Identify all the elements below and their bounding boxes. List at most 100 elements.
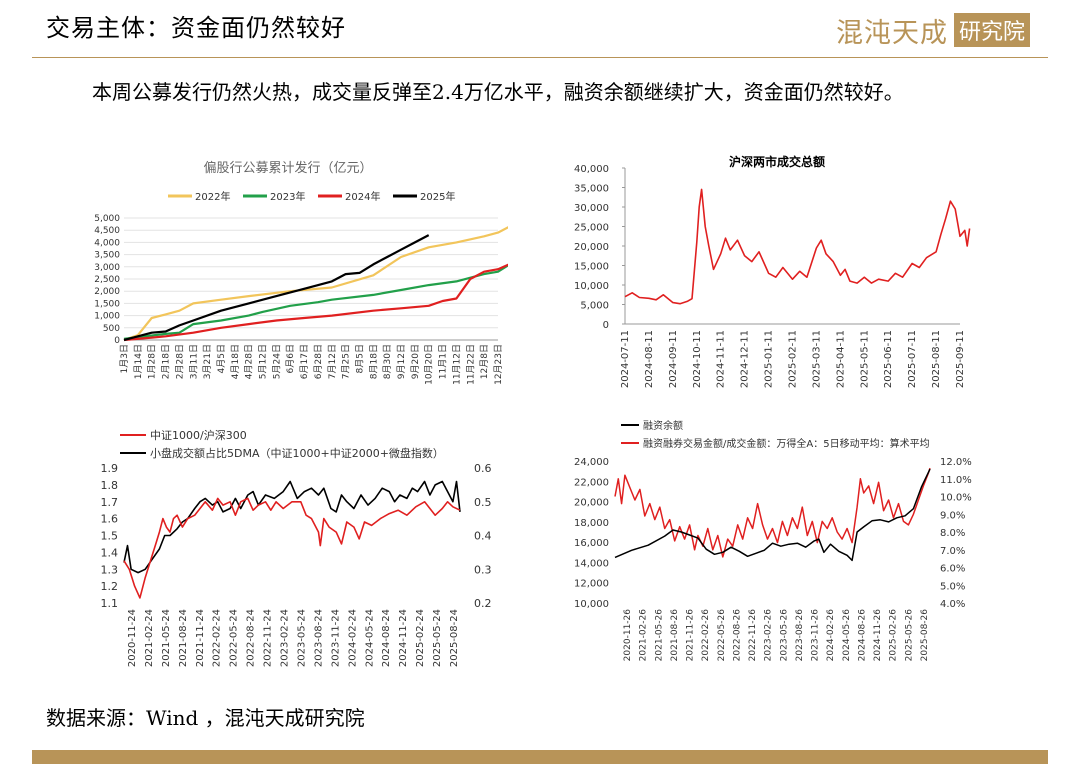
page-title: 交易主体：资金面仍然较好 <box>46 14 346 42</box>
y-left-tick-label: 14,000 <box>574 558 609 569</box>
x-tick-label: 2024-10-11 <box>692 330 703 388</box>
y-tick-label: 1,500 <box>94 299 120 309</box>
x-tick-label: 2021-02-24 <box>144 609 155 667</box>
y-right-tick-label: 0.2 <box>474 597 492 610</box>
x-tick-label: 2023-11-24 <box>330 609 341 667</box>
y-tick-label: 4,500 <box>94 226 120 236</box>
legend-label: 小盘成交额占比5DMA（中证1000+中证2000+微盘指数） <box>150 446 444 460</box>
x-tick-label: 2024-02-24 <box>347 609 358 667</box>
x-tick-label: 2025-07-11 <box>907 330 918 388</box>
x-tick-label: 2021-08-26 <box>670 609 680 662</box>
x-tick-label: 2023-02-26 <box>764 609 774 662</box>
series-line <box>123 480 461 574</box>
x-tick-label: 2025-08-26 <box>920 609 930 662</box>
x-tick-label: 2025-03-11 <box>811 330 822 388</box>
y-tick-label: 1,000 <box>94 312 120 322</box>
x-tick-label: 2月18日 <box>161 344 172 379</box>
series-line <box>123 497 461 599</box>
x-tick-label: 2024-11-11 <box>716 330 727 388</box>
legend-label: 2025年 <box>420 190 455 203</box>
x-tick-label: 3月21日 <box>202 344 213 379</box>
x-tick-label: 2020-11-26 <box>623 609 633 662</box>
x-tick-label: 9月20日 <box>410 344 421 379</box>
x-tick-label: 2024-05-26 <box>842 609 852 662</box>
y-left-tick-label: 1.7 <box>101 496 119 509</box>
x-tick-label: 3月11日 <box>188 344 199 379</box>
x-tick-label: 2024-07-11 <box>620 330 631 388</box>
y-right-tick-label: 0.3 <box>474 563 492 576</box>
y-tick-label: 0 <box>603 320 609 331</box>
x-tick-label: 12月23日 <box>493 344 504 385</box>
y-left-tick-label: 10,000 <box>574 599 609 610</box>
x-tick-label: 2025-02-11 <box>788 330 799 388</box>
x-tick-label: 2023-02-24 <box>280 609 291 667</box>
legend-label: 2022年 <box>195 190 230 203</box>
x-tick-label: 2023-08-26 <box>795 609 805 662</box>
y-right-tick-label: 7.0% <box>940 546 965 557</box>
y-tick-label: 3,000 <box>94 263 120 273</box>
y-tick-label: 40,000 <box>574 164 609 175</box>
x-tick-label: 2025-08-11 <box>931 330 942 388</box>
y-left-tick-label: 18,000 <box>574 518 609 529</box>
x-tick-label: 8月18日 <box>368 344 379 379</box>
x-tick-label: 2025-05-11 <box>859 330 870 388</box>
logo-box-text: 研究院 <box>953 13 1030 47</box>
y-right-tick-label: 8.0% <box>940 528 965 539</box>
legend-label: 2023年 <box>270 190 305 203</box>
x-tick-label: 2025-06-11 <box>883 330 894 388</box>
x-tick-label: 8月5日 <box>354 344 365 373</box>
y-left-tick-label: 1.8 <box>101 479 119 492</box>
series-line <box>624 188 971 305</box>
series-line <box>123 226 508 342</box>
y-tick-label: 3,500 <box>94 251 120 261</box>
x-tick-label: 2025-05-26 <box>904 609 914 662</box>
y-left-tick-label: 1.6 <box>101 513 119 526</box>
x-tick-label: 2024-08-24 <box>381 609 392 667</box>
x-tick-label: 2025-08-24 <box>449 609 460 667</box>
y-right-tick-label: 6.0% <box>940 564 965 575</box>
y-left-tick-label: 1.3 <box>101 563 119 576</box>
x-tick-label: 6月6日 <box>285 344 296 373</box>
y-tick-label: 10,000 <box>574 281 609 292</box>
x-tick-label: 2021-11-24 <box>195 609 206 667</box>
legend-label: 融资融券交易金额/成交金额：万得全A：5日移动平均：算术平均 <box>643 437 930 450</box>
x-tick-label: 9月12日 <box>396 344 407 379</box>
x-tick-label: 2025-04-11 <box>835 330 846 388</box>
series-line <box>123 264 508 340</box>
y-tick-label: 20,000 <box>574 242 609 253</box>
x-tick-label: 2022-08-24 <box>246 609 257 667</box>
x-tick-label: 2023-11-26 <box>811 609 821 662</box>
series-line <box>123 234 430 342</box>
x-tick-label: 2024-08-26 <box>857 609 867 662</box>
y-right-tick-label: 11.0% <box>940 475 972 486</box>
x-tick-label: 2024-05-24 <box>364 609 375 667</box>
x-tick-label: 5月24日 <box>271 344 282 379</box>
y-left-tick-label: 1.1 <box>101 597 119 610</box>
series-line <box>123 263 508 342</box>
x-tick-label: 2023-05-24 <box>296 609 307 667</box>
y-tick-label: 500 <box>103 324 120 334</box>
x-tick-label: 2022-08-26 <box>732 609 742 662</box>
y-left-tick-label: 1.4 <box>101 546 119 559</box>
x-tick-label: 2022-02-26 <box>701 609 711 662</box>
x-tick-label: 2022-11-26 <box>748 609 758 662</box>
y-right-tick-label: 0.5 <box>474 496 492 509</box>
x-tick-label: 8月30日 <box>382 344 393 379</box>
x-tick-label: 2024-11-24 <box>398 609 409 667</box>
x-tick-label: 6月28日 <box>313 344 324 379</box>
x-tick-label: 11月1日 <box>438 344 449 379</box>
y-right-tick-label: 10.0% <box>940 493 972 504</box>
x-tick-label: 2021-05-26 <box>654 609 664 662</box>
x-tick-label: 10月20日 <box>424 344 435 385</box>
x-tick-label: 6月17日 <box>299 344 310 379</box>
y-left-tick-label: 24,000 <box>574 457 609 468</box>
x-tick-label: 11月22日 <box>465 344 476 385</box>
logo-text: 混沌天成 <box>835 17 948 49</box>
x-tick-label: 2022-05-26 <box>717 609 727 662</box>
y-left-tick-label: 1.9 <box>101 462 119 475</box>
series-line <box>614 467 931 558</box>
smallcap-ratio-chart: 中证1000/沪深300 小盘成交额占比5DMA（中证1000+中证2000+微盘… <box>101 428 492 667</box>
x-tick-label: 2024-08-11 <box>644 330 655 388</box>
x-tick-label: 11月12日 <box>451 344 462 385</box>
